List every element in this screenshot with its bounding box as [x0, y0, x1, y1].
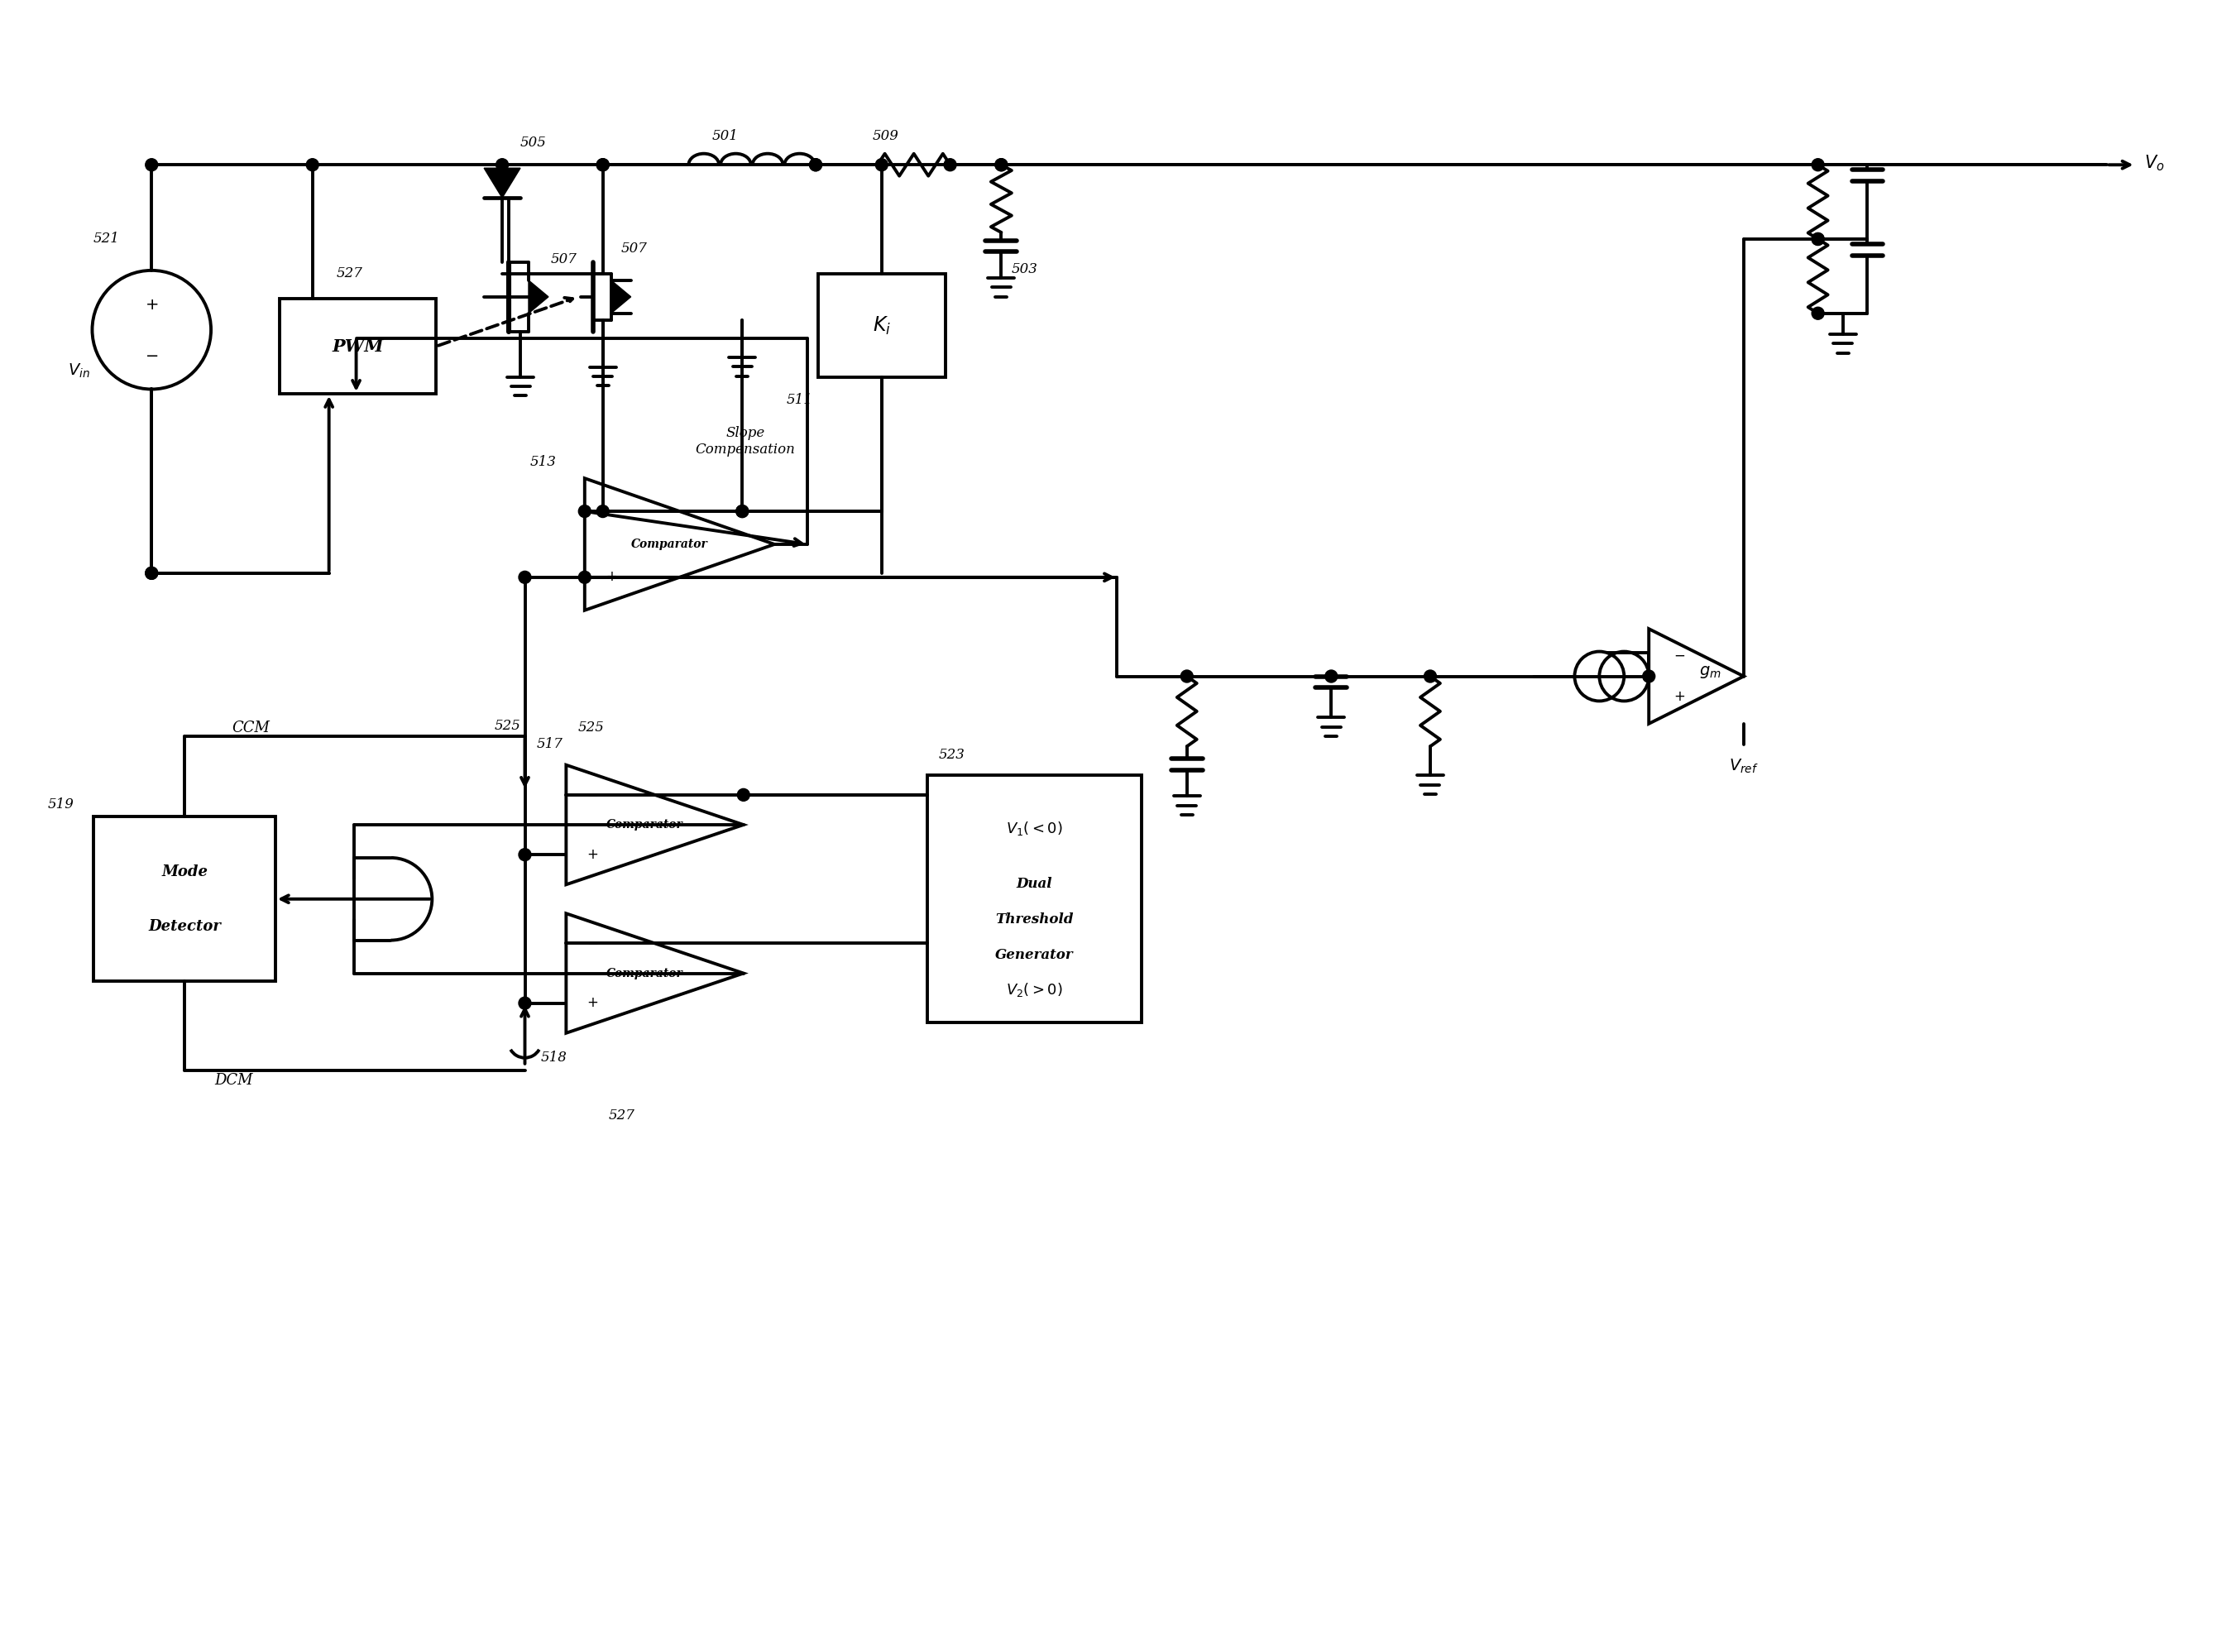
Text: 525: 525 [494, 719, 521, 733]
Text: 511: 511 [787, 393, 812, 406]
Circle shape [597, 159, 608, 172]
Circle shape [579, 506, 590, 517]
Text: 505: 505 [521, 135, 548, 150]
Text: 501: 501 [711, 129, 738, 144]
Text: $+$: $+$ [586, 996, 599, 1009]
Circle shape [597, 506, 608, 517]
Text: DCM: DCM [215, 1072, 253, 1087]
Text: 507: 507 [622, 241, 648, 256]
Text: 523: 523 [939, 748, 966, 762]
Text: $V_{in}$: $V_{in}$ [67, 362, 89, 380]
Circle shape [995, 159, 1008, 172]
Circle shape [306, 159, 320, 172]
Text: 507: 507 [550, 253, 577, 266]
Circle shape [877, 159, 888, 172]
Text: 513: 513 [530, 454, 557, 469]
Text: $V_2(>0)$: $V_2(>0)$ [1006, 981, 1062, 998]
Circle shape [809, 159, 823, 172]
Text: Dual: Dual [1015, 877, 1053, 890]
Circle shape [519, 849, 532, 861]
Circle shape [1811, 233, 1825, 244]
Circle shape [597, 159, 608, 172]
Circle shape [145, 159, 159, 172]
Text: 527: 527 [335, 266, 362, 281]
Circle shape [496, 159, 508, 172]
Text: 521: 521 [94, 231, 119, 246]
Circle shape [944, 159, 957, 172]
Text: 509: 509 [872, 129, 899, 144]
Text: Generator: Generator [995, 948, 1073, 961]
Text: $K_i$: $K_i$ [872, 316, 890, 337]
Circle shape [809, 159, 823, 172]
Circle shape [145, 567, 159, 580]
Circle shape [736, 506, 749, 517]
Text: $V_{ref}$: $V_{ref}$ [1728, 758, 1757, 775]
Text: $+$: $+$ [1673, 691, 1686, 704]
Circle shape [519, 572, 532, 583]
Text: 503: 503 [1011, 263, 1038, 276]
Text: Comparator: Comparator [631, 539, 709, 550]
Circle shape [1424, 671, 1436, 682]
Text: Threshold: Threshold [995, 912, 1073, 927]
Text: Slope
Compensation: Slope Compensation [695, 426, 796, 456]
Circle shape [1326, 671, 1337, 682]
Text: $+$: $+$ [145, 297, 159, 312]
Text: 527: 527 [608, 1108, 635, 1123]
Circle shape [1181, 671, 1194, 682]
Text: $V_1(<0)$: $V_1(<0)$ [1006, 819, 1062, 838]
Circle shape [736, 506, 749, 517]
Circle shape [1811, 233, 1825, 244]
Polygon shape [483, 169, 521, 198]
Text: $+$: $+$ [586, 847, 599, 862]
Text: PWM: PWM [331, 339, 385, 355]
Circle shape [1811, 159, 1825, 172]
Circle shape [519, 996, 532, 1009]
Circle shape [1811, 307, 1825, 319]
Text: Comparator: Comparator [606, 968, 684, 980]
Polygon shape [528, 281, 548, 314]
Text: $-$: $-$ [1673, 648, 1686, 662]
Text: $-$: $-$ [606, 504, 617, 519]
Text: $-$: $-$ [145, 347, 159, 362]
Text: Detector: Detector [148, 919, 221, 933]
Circle shape [1643, 671, 1655, 682]
Text: Comparator: Comparator [606, 819, 684, 831]
Text: $V_o$: $V_o$ [2144, 154, 2164, 173]
Circle shape [579, 572, 590, 583]
Text: CCM: CCM [233, 720, 271, 735]
Text: $+$: $+$ [606, 570, 617, 585]
Circle shape [995, 159, 1008, 172]
Text: $-$: $-$ [586, 937, 599, 950]
Text: $g_m$: $g_m$ [1699, 664, 1722, 681]
Text: 525: 525 [577, 720, 604, 735]
Text: 517: 517 [537, 737, 563, 752]
Circle shape [738, 788, 749, 801]
Text: 518: 518 [541, 1051, 568, 1066]
Circle shape [145, 567, 159, 580]
Text: $-$: $-$ [586, 788, 599, 801]
Polygon shape [610, 281, 631, 314]
Text: Mode: Mode [161, 864, 208, 879]
Text: 519: 519 [47, 798, 74, 811]
